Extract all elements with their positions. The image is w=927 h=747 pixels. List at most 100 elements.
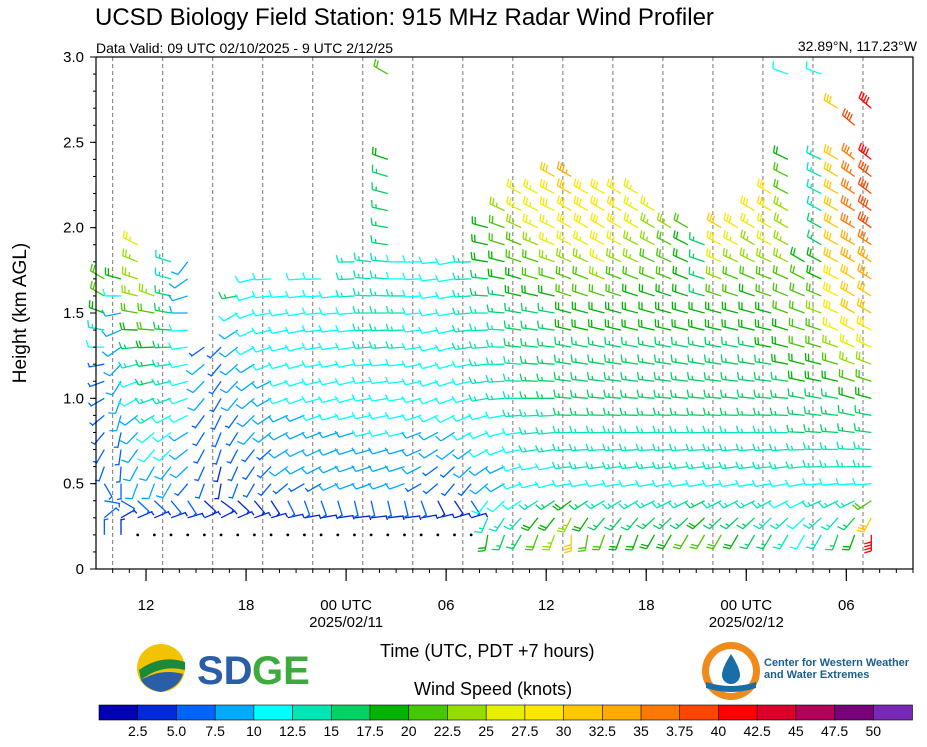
wind-barb	[351, 465, 372, 473]
barb-half-flag	[474, 291, 477, 296]
wind-barb	[554, 301, 572, 314]
wind-barb	[236, 414, 255, 428]
wind-barb	[668, 479, 689, 488]
wind-barb	[484, 430, 505, 438]
wind-barb	[301, 431, 322, 439]
wind-barb	[352, 341, 372, 349]
barb-flag	[575, 266, 578, 275]
barb-flag	[370, 235, 373, 243]
wind-barb	[735, 461, 755, 470]
barb-shaft	[755, 465, 772, 470]
barb-shaft	[755, 414, 772, 417]
wind-barb	[139, 466, 155, 482]
barb-half-flag	[224, 425, 230, 429]
wind-barb	[168, 449, 189, 460]
barb-shaft	[638, 396, 655, 399]
barb-flag	[670, 372, 673, 380]
barb-flag	[91, 301, 94, 309]
barb-half-flag	[612, 253, 615, 259]
barb-half-flag	[374, 308, 377, 314]
wind-barb	[385, 288, 405, 297]
barb-flag	[134, 397, 140, 405]
barb-flag	[251, 400, 258, 407]
barb-flag	[503, 320, 506, 328]
barb-flag	[825, 317, 828, 326]
wind-barb	[334, 360, 355, 368]
barb-shaft	[103, 507, 118, 519]
barb-flag	[856, 297, 860, 306]
barb-flag	[251, 327, 257, 335]
barb-flag	[268, 308, 273, 317]
barb-half-flag	[841, 444, 844, 450]
wind-barb	[755, 301, 772, 314]
wind-barb	[855, 351, 872, 365]
barb-half-flag	[540, 447, 544, 452]
barb-shaft	[305, 397, 322, 404]
barb-shaft	[805, 430, 822, 434]
barb-shaft	[172, 295, 188, 302]
wind-barb	[823, 161, 839, 178]
barb-flag	[468, 341, 473, 349]
wind-barb	[737, 336, 755, 348]
barb-shaft	[370, 500, 376, 517]
colorbar-label: 17.5	[356, 723, 383, 739]
wind-barb	[219, 380, 239, 394]
wind-barb	[856, 333, 872, 348]
barb-flag	[552, 443, 556, 451]
barb-half-flag	[607, 393, 610, 398]
barb-shaft	[224, 346, 239, 358]
barb-flag	[826, 196, 830, 205]
wind-barb	[839, 333, 855, 348]
barb-flag	[652, 425, 656, 433]
wind-barb	[552, 407, 572, 417]
wind-barb	[351, 482, 372, 490]
barb-flag	[526, 545, 534, 548]
barb-half-flag	[674, 502, 678, 507]
barb-shaft	[457, 449, 472, 460]
barb-flag	[368, 429, 373, 437]
barb-shaft	[388, 448, 405, 455]
wind-barb	[720, 372, 739, 382]
barb-flag	[740, 212, 744, 220]
barb-flag	[724, 543, 732, 547]
wind-barb	[319, 533, 323, 537]
barb-half-flag	[246, 510, 250, 515]
wind-barb	[115, 466, 122, 483]
barb-shaft	[505, 344, 522, 348]
barb-half-flag	[857, 444, 860, 450]
barb-flag	[318, 360, 323, 368]
barb-half-flag	[729, 236, 732, 241]
barb-flag	[688, 231, 691, 240]
wind-barb	[635, 425, 655, 434]
wind-barb	[203, 500, 217, 515]
barb-shaft	[471, 346, 488, 349]
barb-flag	[719, 524, 727, 530]
barb-flag	[554, 336, 557, 345]
barb-shaft	[638, 343, 655, 348]
barb-half-flag	[370, 514, 375, 518]
barb-flag	[640, 543, 649, 547]
barb-flag	[236, 440, 244, 445]
barb-flag	[486, 304, 490, 312]
barb-flag	[611, 181, 615, 189]
barb-flag	[434, 257, 440, 265]
barb-flag	[722, 546, 731, 550]
wind-barb	[620, 336, 639, 348]
colorbar-swatch	[176, 704, 216, 721]
barb-flag	[828, 232, 832, 241]
wind-barb	[237, 510, 255, 519]
wind-barb	[752, 407, 772, 417]
barb-flag	[828, 164, 832, 172]
wind-barb	[738, 283, 755, 297]
barb-shaft	[244, 466, 255, 481]
barb-shaft	[338, 329, 355, 333]
barb-shaft	[805, 412, 822, 417]
wind-barb	[318, 395, 338, 404]
wind-barb	[588, 265, 605, 280]
barb-flag	[857, 176, 862, 185]
colorbar-label: 7.5	[205, 723, 225, 739]
wind-barb	[568, 461, 588, 470]
barb-half-flag	[490, 395, 494, 400]
barb-flag	[669, 524, 677, 530]
barb-flag	[484, 430, 490, 437]
